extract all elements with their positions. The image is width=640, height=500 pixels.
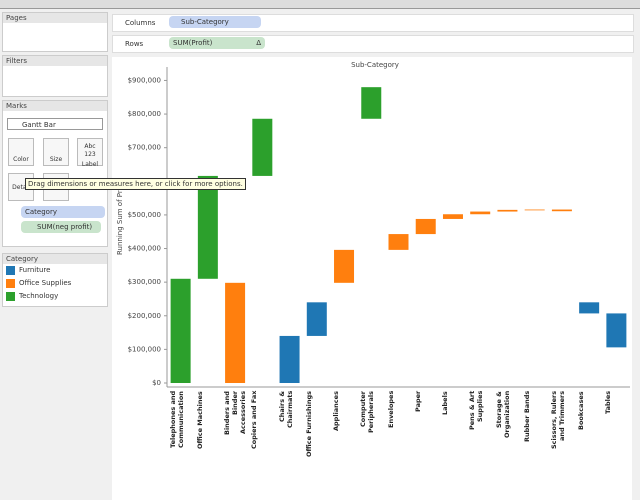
rows-label: Rows [125, 40, 144, 48]
legend-panel: Category Furniture Office Supplies Technol… [2, 253, 108, 307]
columns-label: Columns [125, 19, 156, 27]
marks-title: Marks [3, 101, 107, 111]
bar [252, 118, 273, 176]
x-tick-label: Binders and Binder Accessories [223, 391, 248, 435]
x-tick-label: Chairs & Chairmats [277, 391, 294, 429]
legend-swatch [6, 279, 15, 288]
bar [606, 313, 627, 348]
bar [442, 214, 463, 219]
bar [361, 87, 382, 119]
bar [470, 211, 491, 215]
legend-entry: Furniture [3, 264, 107, 277]
x-tick-label: Office Furnishings [304, 391, 313, 457]
x-tick-label: Copiers and Fax [250, 391, 259, 450]
legend-entry: Office Supplies [3, 277, 107, 290]
rows-pill-icon: Δ [256, 39, 261, 47]
legend-label: Furniture [19, 266, 51, 274]
bar [497, 209, 518, 212]
label-text: Label [81, 161, 99, 168]
y-tick-label: $500,000 [128, 211, 161, 219]
rows-shelf[interactable]: Rows SUM(Profit) Δ [112, 35, 634, 53]
legend-entry: Technology [3, 290, 107, 303]
filters-title: Filters [3, 56, 107, 66]
size-button[interactable]: Size [43, 138, 69, 166]
x-tick-label: Tables [604, 391, 613, 415]
bar [579, 302, 600, 314]
bar [225, 282, 246, 383]
neg-profit-pill[interactable]: SUM(neg profit) [21, 221, 101, 233]
bar [279, 335, 300, 383]
x-tick-label: Paper [413, 391, 422, 413]
x-tick-label: Telephones and Communication [168, 391, 185, 449]
legend-title: Category [3, 254, 107, 264]
chart-title: Sub-Category [351, 61, 399, 69]
columns-pill[interactable]: Sub-Category [169, 16, 261, 28]
y-tick-label: $700,000 [128, 144, 161, 152]
x-tick-label: Appliances [332, 391, 341, 431]
legend-label: Office Supplies [19, 279, 72, 287]
marks-panel: Marks Gantt Bar Color Size Abc 123 Label … [2, 100, 108, 247]
y-tick-label: $800,000 [128, 110, 161, 118]
legend: Furniture Office Supplies Technology [3, 264, 107, 303]
bar [334, 249, 355, 283]
y-tick-label: $300,000 [128, 278, 161, 286]
title-strip [0, 0, 640, 9]
pages-title: Pages [3, 13, 107, 23]
x-tick-label: Bookcases [577, 391, 586, 430]
bar [170, 278, 191, 383]
y-tick-label: $200,000 [128, 312, 161, 320]
filters-panel: Filters [2, 55, 108, 97]
mark-type-dropdown[interactable]: Gantt Bar [7, 118, 103, 130]
x-tick-label: Pens & Art Supplies [468, 391, 485, 431]
legend-swatch [6, 266, 15, 275]
legend-swatch [6, 292, 15, 301]
y-tick-label: $900,000 [128, 76, 161, 84]
legend-label: Technology [19, 292, 59, 300]
y-axis-label: Running Sum of Profit [116, 179, 124, 255]
x-tick-label: Envelopes [386, 391, 395, 429]
tooltip: Drag dimensions or measures here, or cli… [25, 178, 246, 190]
y-tick-label: $400,000 [128, 245, 161, 253]
bar [551, 209, 572, 212]
bar [388, 234, 409, 250]
label-button[interactable]: Abc 123 Label [77, 138, 103, 168]
x-tick-label: Scissors, Rulers and Trimmers [549, 391, 566, 450]
y-tick-label: $0 [152, 379, 161, 387]
bar [524, 209, 545, 211]
bar [415, 218, 436, 235]
bar [197, 175, 218, 279]
x-tick-label: Office Machines [195, 391, 204, 449]
y-tick-label: $100,000 [128, 345, 161, 353]
pages-panel: Pages [2, 12, 108, 52]
columns-shelf[interactable]: Columns Sub-Category [112, 14, 634, 32]
label-icon: Abc 123 [84, 143, 96, 158]
color-button[interactable]: Color [8, 138, 34, 166]
x-tick-label: Storage & Organization [495, 391, 512, 439]
rows-pill[interactable]: SUM(Profit) Δ [169, 37, 265, 49]
x-tick-label: Labels [440, 391, 449, 415]
x-tick-label: Rubber Bands [522, 391, 531, 443]
rows-pill-text: SUM(Profit) [173, 39, 213, 47]
bar [306, 302, 327, 336]
x-tick-label: Computer Peripherals [359, 391, 376, 433]
category-pill[interactable]: Category [21, 206, 105, 218]
